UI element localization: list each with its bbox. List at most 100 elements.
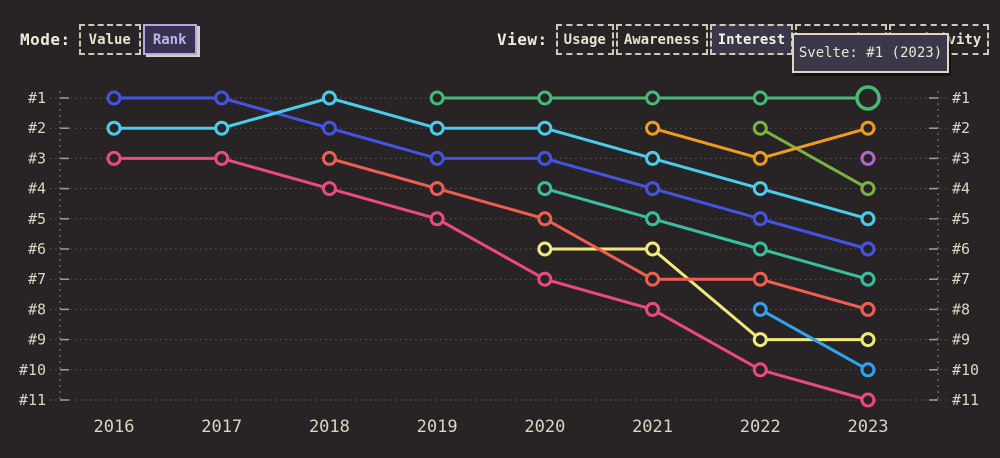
left-rank-label: #7 <box>28 270 46 288</box>
data-point-royal-blue-2020[interactable] <box>537 150 553 166</box>
left-rank-label: #6 <box>28 240 46 258</box>
data-point-royal-blue-2018[interactable] <box>321 120 337 136</box>
view-button-usage[interactable]: Usage <box>555 24 614 55</box>
data-point-lime-green-2022[interactable] <box>752 120 768 136</box>
data-point-salmon-2021[interactable] <box>645 271 661 287</box>
data-point-salmon-2023[interactable] <box>860 301 876 317</box>
data-point-teal-2021[interactable] <box>645 211 661 227</box>
right-rank-label: #2 <box>952 119 970 137</box>
data-point-cyan-2016[interactable] <box>106 120 122 136</box>
data-point-svelte-green-2023[interactable] <box>855 85 881 111</box>
year-label: 2021 <box>632 417 673 437</box>
left-rank-label: #4 <box>28 180 46 198</box>
data-point-pink-2020[interactable] <box>537 271 553 287</box>
data-point-pink-2021[interactable] <box>645 301 661 317</box>
data-point-pink-2018[interactable] <box>321 181 337 197</box>
series-line-pink[interactable] <box>112 156 870 402</box>
data-point-salmon-2022[interactable] <box>752 271 768 287</box>
right-rank-label: #6 <box>952 240 970 258</box>
series-line-lime-green[interactable] <box>758 126 870 191</box>
data-point-pink-2017[interactable] <box>214 150 230 166</box>
data-point-royal-blue-2023[interactable] <box>860 241 876 257</box>
right-rank-label: #10 <box>952 361 979 379</box>
data-point-orange-2022[interactable] <box>752 150 768 166</box>
data-point-salmon-2018[interactable] <box>321 150 337 166</box>
right-rank-label: #9 <box>952 331 970 349</box>
data-point-sky-blue-2023[interactable] <box>860 362 876 378</box>
data-point-royal-blue-2021[interactable] <box>645 181 661 197</box>
left-rank-label: #1 <box>28 89 46 107</box>
series-line-cyan[interactable] <box>112 96 870 221</box>
year-label: 2022 <box>740 417 781 437</box>
data-point-cyan-2017[interactable] <box>214 120 230 136</box>
left-rank-label: #5 <box>28 210 46 228</box>
mode-button-value[interactable]: Value <box>78 24 141 55</box>
series-line-sky-blue[interactable] <box>758 307 870 372</box>
data-point-orange-2023[interactable] <box>860 120 876 136</box>
data-point-lime-green-2023[interactable] <box>860 181 876 197</box>
data-point-yellow-2021[interactable] <box>645 241 661 257</box>
left-rank-label: #3 <box>28 149 46 167</box>
data-point-pink-2016[interactable] <box>106 150 122 166</box>
data-point-pink-2023[interactable] <box>860 392 876 408</box>
data-point-cyan-2022[interactable] <box>752 181 768 197</box>
year-label: 2016 <box>94 417 135 437</box>
data-point-cyan-2023[interactable] <box>860 211 876 227</box>
data-point-salmon-2020[interactable] <box>537 211 553 227</box>
right-rank-label: #11 <box>952 391 979 409</box>
series-line-royal-blue[interactable] <box>112 96 870 251</box>
chart-tooltip-text: Svelte: #1 (2023) <box>798 45 943 61</box>
data-point-teal-2023[interactable] <box>860 271 876 287</box>
view-button-interest[interactable]: Interest <box>709 24 794 55</box>
data-point-teal-2020[interactable] <box>537 181 553 197</box>
data-point-svelte-green-2022[interactable] <box>752 90 768 106</box>
left-rank-label: #10 <box>19 361 46 379</box>
data-point-svelte-green-2021[interactable] <box>645 90 661 106</box>
right-rank-label: #4 <box>952 180 970 198</box>
mode-button-rank[interactable]: Rank <box>142 24 197 55</box>
series-line-salmon[interactable] <box>327 156 870 311</box>
data-point-cyan-2018[interactable] <box>321 90 337 106</box>
data-point-salmon-2019[interactable] <box>429 181 445 197</box>
data-point-yellow-2023[interactable] <box>860 332 876 348</box>
data-point-royal-blue-2022[interactable] <box>752 211 768 227</box>
data-point-pink-2022[interactable] <box>752 362 768 378</box>
year-label: 2018 <box>309 417 350 437</box>
data-point-svelte-green-2020[interactable] <box>537 90 553 106</box>
data-point-yellow-2022[interactable] <box>752 332 768 348</box>
year-label: 2017 <box>201 417 242 437</box>
left-rank-label: #11 <box>19 391 46 409</box>
data-point-purple-2023[interactable] <box>860 150 876 166</box>
right-rank-label: #1 <box>952 89 970 107</box>
data-point-cyan-2020[interactable] <box>537 120 553 136</box>
left-rank-label: #2 <box>28 119 46 137</box>
year-label: 2020 <box>524 417 565 437</box>
data-point-cyan-2021[interactable] <box>645 150 661 166</box>
right-rank-label: #5 <box>952 210 970 228</box>
right-rank-label: #7 <box>952 270 970 288</box>
data-point-royal-blue-2019[interactable] <box>429 150 445 166</box>
view-button-awareness[interactable]: Awareness <box>615 24 708 55</box>
data-point-pink-2019[interactable] <box>429 211 445 227</box>
mode-label: Mode: <box>20 30 71 49</box>
chart-tooltip: Svelte: #1 (2023) <box>792 33 949 73</box>
left-rank-label: #8 <box>28 300 46 318</box>
right-rank-label: #3 <box>952 149 970 167</box>
view-label: View: <box>497 30 548 49</box>
data-point-cyan-2019[interactable] <box>429 120 445 136</box>
data-point-yellow-2020[interactable] <box>537 241 553 257</box>
data-point-royal-blue-2016[interactable] <box>106 90 122 106</box>
data-point-sky-blue-2022[interactable] <box>752 301 768 317</box>
year-label: 2023 <box>847 417 888 437</box>
data-point-svelte-green-2019[interactable] <box>429 90 445 106</box>
mode-toggle-group: Mode: Value Rank <box>20 24 199 55</box>
year-label: 2019 <box>417 417 458 437</box>
left-rank-label: #9 <box>28 331 46 349</box>
series-line-teal[interactable] <box>543 187 870 281</box>
data-point-orange-2021[interactable] <box>645 120 661 136</box>
data-point-royal-blue-2017[interactable] <box>214 90 230 106</box>
right-rank-label: #8 <box>952 300 970 318</box>
data-point-teal-2022[interactable] <box>752 241 768 257</box>
